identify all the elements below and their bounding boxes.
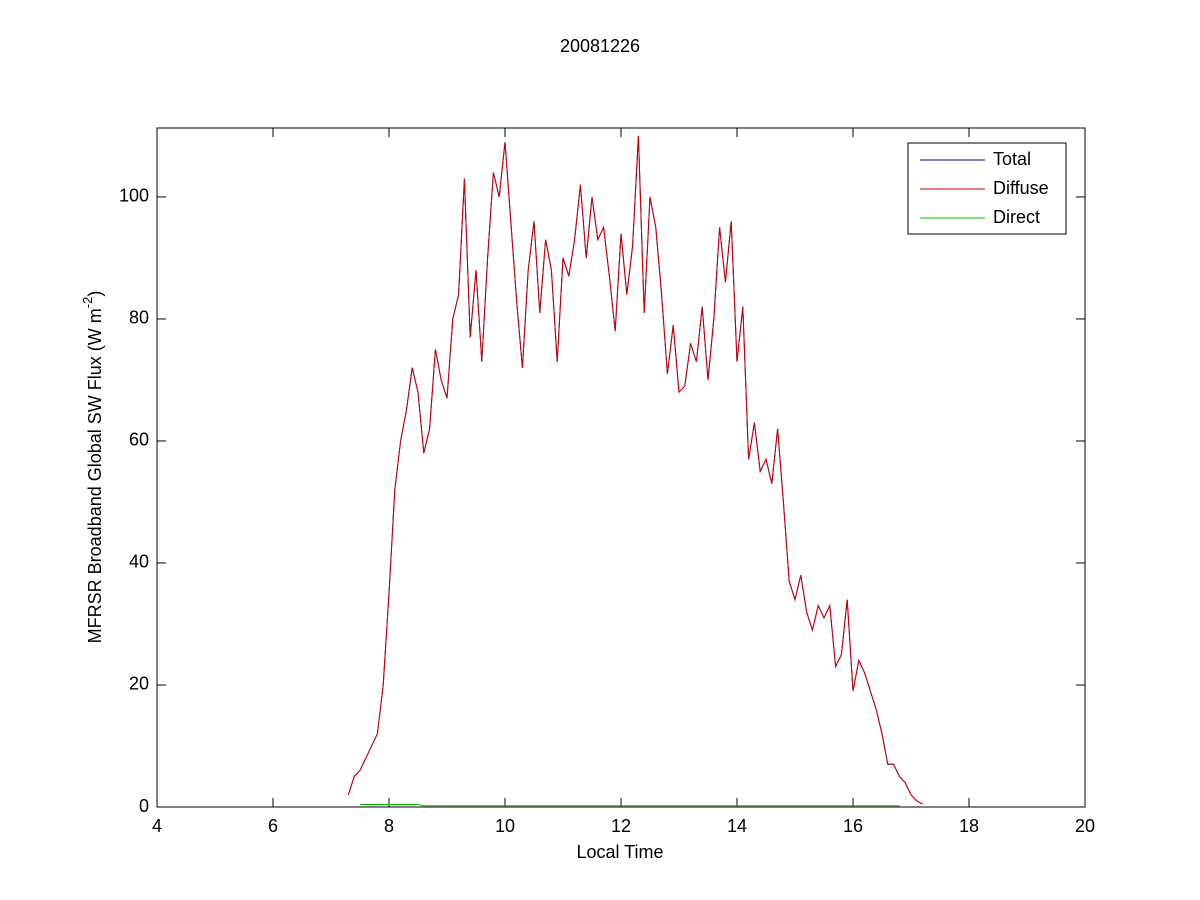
y-label-main: MFRSR Broadband Global SW Flux (W m (85, 308, 105, 643)
x-axis-label: Local Time (576, 842, 663, 862)
y-axis-label: MFRSR Broadband Global SW Flux (W m-2) (80, 291, 104, 644)
series-line (360, 804, 900, 807)
y-label-sup: -2 (80, 297, 95, 309)
y-tick-label: 80 (129, 308, 149, 328)
x-tick-label: 20 (1075, 816, 1095, 836)
legend-label: Direct (993, 207, 1040, 227)
y-tick-label: 60 (129, 430, 149, 450)
x-tick-label: 8 (384, 816, 394, 836)
y-tick-label: 100 (119, 186, 149, 206)
plot-frame (156, 127, 1086, 808)
x-tick-label: 14 (727, 816, 747, 836)
legend-label: Diffuse (993, 178, 1049, 198)
x-tick-label: 6 (268, 816, 278, 836)
legend-label: Total (993, 149, 1031, 169)
y-label-close: ) (85, 291, 105, 297)
x-tick-label: 12 (611, 816, 631, 836)
y-tick-label: 40 (129, 552, 149, 572)
x-tick-label: 4 (152, 816, 162, 836)
x-tick-label: 10 (495, 816, 515, 836)
y-tick-label: 20 (129, 674, 149, 694)
x-tick-label: 18 (959, 816, 979, 836)
series-line (347, 135, 923, 805)
chart-title: 20081226 (560, 36, 640, 56)
y-tick-label: 0 (139, 796, 149, 816)
x-tick-label: 16 (843, 816, 863, 836)
